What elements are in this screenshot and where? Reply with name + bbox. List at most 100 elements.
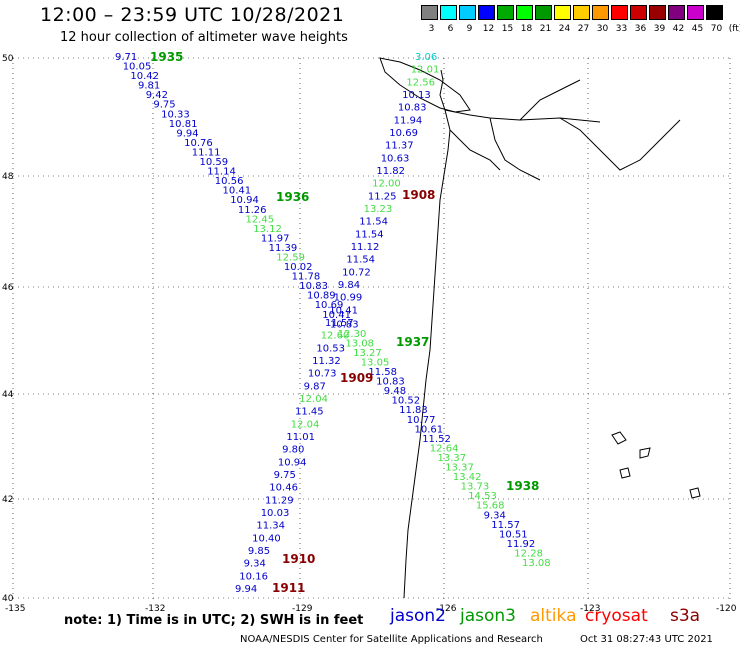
note-text: note: 1) Time is in UTC; 2) SWH is in fe…	[64, 613, 364, 628]
wave-height-value: 10.94	[230, 195, 259, 206]
satellite-jason2: jason2	[390, 606, 446, 626]
pass-time-label: 1935	[150, 50, 183, 64]
wave-height-value: 11.57	[325, 318, 354, 329]
wave-height-value: 11.26	[238, 205, 267, 216]
pass-time-labels: 1935 1936 1937 1938 1908 1909 1910 1911	[150, 50, 539, 595]
wave-height-value: 10.83	[376, 377, 405, 388]
wave-height-value: 11.58	[368, 367, 397, 378]
wave-height-value: 12.59	[276, 253, 305, 264]
pass-time-label: 1911	[272, 581, 305, 595]
scale-swatch	[516, 5, 533, 20]
scale-swatch	[459, 5, 476, 20]
wave-height-value: 10.69	[315, 300, 344, 311]
wave-height-value: 9.71	[115, 52, 137, 63]
wave-height-value: 14.53	[468, 491, 497, 502]
wave-height-value: 10.56	[215, 176, 244, 187]
wave-height-value: 12.30	[338, 329, 367, 340]
wave-height-value: 12.01	[411, 65, 440, 76]
satellite-jason3: jason3	[460, 606, 516, 626]
wave-height-value: 11.82	[376, 166, 405, 177]
scale-swatch	[592, 5, 609, 20]
scale-label: 6	[447, 24, 454, 34]
wave-height-value: 9.80	[282, 445, 304, 456]
scale-label: 15	[501, 24, 514, 34]
wave-height-value: 9.81	[138, 81, 160, 92]
scale-label: 45	[691, 24, 704, 34]
scale-swatch	[535, 5, 552, 20]
scale-label: 9	[466, 24, 473, 34]
scale-label: 27	[577, 24, 590, 34]
wave-height-value: 10.13	[402, 90, 431, 101]
wave-height-value: 9.34	[244, 559, 266, 570]
wave-height-value: 10.16	[239, 571, 268, 582]
lat-label: 40	[2, 594, 14, 604]
wave-height-value: 12.28	[514, 549, 543, 560]
wave-height-value: 13.27	[353, 348, 382, 359]
lat-lon-grid	[12, 57, 731, 600]
scale-swatch	[706, 5, 723, 20]
wave-height-value: 10.41	[322, 310, 351, 321]
wave-height-value: 10.41	[223, 186, 252, 197]
lat-label: 50	[2, 54, 14, 64]
observation-labels: 9.7110.0510.429.819.429.7510.3310.819.94…	[115, 52, 551, 595]
wave-height-value: 10.83	[330, 319, 359, 330]
wave-height-value: 11.57	[491, 520, 520, 531]
wave-height-value: 10.42	[130, 71, 159, 82]
satellite-s3a: s3a	[670, 606, 701, 626]
scale-label: 42	[672, 24, 685, 34]
wave-height-value: 10.63	[381, 153, 410, 164]
wave-height-value: 11.94	[394, 115, 423, 126]
wave-height-value: 11.54	[359, 217, 388, 228]
wave-height-value: 10.51	[499, 529, 528, 540]
scale-label: 3	[428, 24, 435, 34]
scale-label: 24	[558, 24, 571, 34]
wave-height-value: 10.41	[329, 305, 358, 316]
wave-height-value: 10.94	[278, 457, 307, 468]
wave-height-value: 11.14	[207, 167, 236, 178]
wave-height-value: 10.69	[389, 128, 418, 139]
wave-height-value: 9.42	[146, 90, 168, 101]
scale-swatch	[478, 5, 495, 20]
wave-height-value: 10.81	[169, 119, 198, 130]
wave-height-value: 11.34	[256, 521, 285, 532]
wave-height-value: 11.32	[312, 356, 341, 367]
wave-height-value: 9.75	[153, 100, 175, 111]
scale-swatch	[668, 5, 685, 20]
wave-height-value: 11.92	[507, 539, 536, 550]
wave-height-value: 10.99	[334, 293, 363, 304]
wave-height-value: 10.59	[200, 157, 229, 168]
wave-height-value: 11.54	[346, 255, 375, 266]
scale-swatch	[630, 5, 647, 20]
scale-swatch	[497, 5, 514, 20]
wave-height-value: 11.25	[368, 191, 397, 202]
wave-height-value: 13.08	[522, 558, 551, 569]
wave-height-value: 11.11	[192, 148, 221, 159]
wave-height-value: 10.46	[269, 483, 298, 494]
wave-height-value: 12.60	[321, 331, 350, 342]
wave-height-value: 9.94	[235, 584, 257, 595]
lat-label: 42	[2, 495, 13, 505]
satellite-cryosat: cryosat	[585, 606, 648, 626]
wave-height-value: 10.83	[398, 103, 427, 114]
scale-label: 18	[520, 24, 533, 34]
wave-height-value: 11.52	[422, 434, 451, 445]
timestamp-text: Oct 31 08:27:43 UTC 2021	[580, 634, 713, 645]
wave-height-value: 10.33	[161, 109, 190, 120]
scale-swatch	[573, 5, 590, 20]
scale-label: 39	[653, 24, 666, 34]
wave-height-value: 13.37	[438, 453, 467, 464]
scale-label: 30	[596, 24, 609, 34]
lon-label: -129	[292, 604, 313, 614]
island-vancouver	[379, 57, 471, 113]
scale-swatch	[440, 5, 457, 20]
wave-height-value: 10.03	[261, 508, 290, 519]
pass-time-label: 1936	[276, 190, 309, 204]
wave-height-value: 9.48	[384, 386, 406, 397]
map-subtitle: 12 hour collection of altimeter wave hei…	[60, 30, 348, 45]
wave-height-value: 10.53	[316, 343, 345, 354]
wave-height-value: 11.37	[385, 141, 414, 152]
pass-time-label: 1938	[506, 479, 539, 493]
lon-label: -135	[5, 604, 25, 614]
wave-height-value: 13.37	[445, 463, 474, 474]
wave-height-value: 10.72	[342, 267, 371, 278]
